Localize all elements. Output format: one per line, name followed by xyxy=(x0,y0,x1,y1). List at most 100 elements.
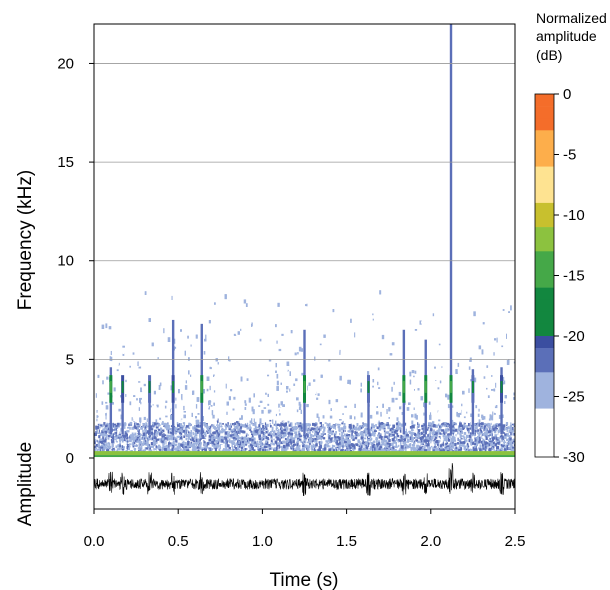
spectrogram-cell xyxy=(406,407,410,411)
spectrogram-cell xyxy=(114,438,117,442)
spectrogram-cell xyxy=(184,426,188,431)
spectrogram-cell xyxy=(447,394,450,400)
spectrogram-cell xyxy=(131,353,134,357)
spectrogram-cell xyxy=(445,448,448,452)
spectrogram-cell xyxy=(424,181,426,186)
spectrogram-cell xyxy=(267,409,271,414)
spectrogram-cell xyxy=(275,324,277,328)
spectrogram-cell xyxy=(131,417,133,421)
spectrogram-cell xyxy=(454,237,457,239)
spectrogram-cell xyxy=(423,381,425,384)
spectrogram-cell xyxy=(173,447,175,449)
spectrogram-cell xyxy=(367,443,369,447)
spectrogram-cell xyxy=(421,387,424,390)
spectrogram-cell xyxy=(95,275,98,278)
spectrogram-cell xyxy=(474,361,476,364)
spectrogram-cell xyxy=(95,326,99,329)
spectrogram-cell xyxy=(453,403,455,408)
spectrogram-cell xyxy=(445,379,448,383)
spectrogram-cell xyxy=(433,357,436,360)
spectrogram-cell xyxy=(362,173,364,178)
spectrogram-cell xyxy=(490,324,492,330)
spectrogram-cell xyxy=(158,328,160,333)
spectrogram-cell xyxy=(493,346,496,350)
spectrogram-cell xyxy=(225,425,227,428)
spectrogram-cell xyxy=(272,171,275,174)
spectrogram-cell xyxy=(209,433,211,436)
spectrogram-cell xyxy=(429,426,433,429)
spectrogram-cell xyxy=(101,430,104,434)
spectrogram-cell xyxy=(493,254,496,256)
spectrogram-cell xyxy=(457,398,459,400)
spectrogram-cell xyxy=(178,389,180,394)
spectrogram-cell xyxy=(494,411,497,414)
spectrogram-cell xyxy=(282,276,286,279)
spectrogram-cell xyxy=(405,428,407,431)
spectrogram-cell xyxy=(513,396,515,400)
spectrogram-cell xyxy=(402,448,405,451)
spectrogram-cell xyxy=(357,223,360,226)
spectrogram-cell xyxy=(352,447,355,451)
spectrogram-cell xyxy=(267,393,269,397)
spectrogram-cell xyxy=(497,430,499,435)
spectrogram-cell xyxy=(96,410,98,413)
spectrogram-cell xyxy=(160,348,162,352)
spectrogram-cell xyxy=(434,406,436,410)
spectrogram-cell xyxy=(478,433,481,437)
spectrogram-cell xyxy=(186,446,188,449)
spectrogram-cell xyxy=(490,444,494,447)
spectrogram-cell xyxy=(123,405,125,410)
spectrogram-cell xyxy=(146,268,149,274)
spectrogram-cell xyxy=(389,363,392,366)
spectrogram-cell xyxy=(299,404,302,407)
spectrogram-cell xyxy=(506,317,509,322)
spectrogram-cell xyxy=(198,269,201,273)
spectrogram-cell xyxy=(491,415,494,421)
spectrogram-cell xyxy=(312,431,314,433)
spectrogram-cell xyxy=(223,441,226,444)
spectrogram-cell xyxy=(372,431,375,434)
spectrogram-cell xyxy=(473,247,475,249)
spectrogram-cell xyxy=(95,176,98,181)
spectrogram-cell xyxy=(373,434,376,437)
spectrogram-cell xyxy=(296,289,299,295)
spectrogram-cell xyxy=(317,306,320,310)
spectrogram-cell xyxy=(138,388,140,392)
spectrogram-cell xyxy=(472,264,476,267)
spectrogram-cell xyxy=(259,338,262,342)
spectrogram-cell xyxy=(180,329,182,332)
spectrogram-cell xyxy=(215,429,219,433)
spectrogram-cell xyxy=(477,241,480,244)
spectrogram-cell xyxy=(249,424,251,428)
spectrogram-cell xyxy=(417,440,420,444)
spectrogram-cell xyxy=(452,340,455,345)
spectrogram-cell xyxy=(286,416,288,421)
spectrogram-cell xyxy=(482,447,485,450)
spectrogram-cell xyxy=(300,409,302,414)
spectrogram-cell xyxy=(205,334,207,340)
spectrogram-cell xyxy=(380,265,383,270)
spectrogram-cell xyxy=(501,272,503,277)
spectrogram-cell xyxy=(222,242,226,246)
spectrogram-cell xyxy=(255,443,258,448)
spectrogram-cell xyxy=(199,422,202,425)
spectrogram-cell xyxy=(429,303,431,308)
spectrogram-cell xyxy=(127,309,130,313)
spectrogram-cell xyxy=(218,422,221,425)
spectrogram-cell xyxy=(314,234,317,237)
spectrogram-cell xyxy=(220,430,224,434)
spectrogram-cell xyxy=(253,296,256,302)
spectrogram-cell xyxy=(439,341,442,346)
spectrogram-cell xyxy=(367,436,368,439)
spectrogram-cell xyxy=(325,418,328,422)
spectrogram-cell xyxy=(420,396,424,401)
spectrogram-cell xyxy=(211,279,214,284)
spectrogram-cell xyxy=(177,223,180,225)
spectrogram-cell xyxy=(313,360,316,363)
spectrogram-cell xyxy=(411,426,413,432)
spectrogram-cell xyxy=(107,392,110,395)
spectrogram-cell xyxy=(232,367,234,371)
spectrogram-cell xyxy=(398,449,400,452)
spectrogram-cell xyxy=(155,220,158,226)
spectrogram-cell xyxy=(244,407,247,410)
